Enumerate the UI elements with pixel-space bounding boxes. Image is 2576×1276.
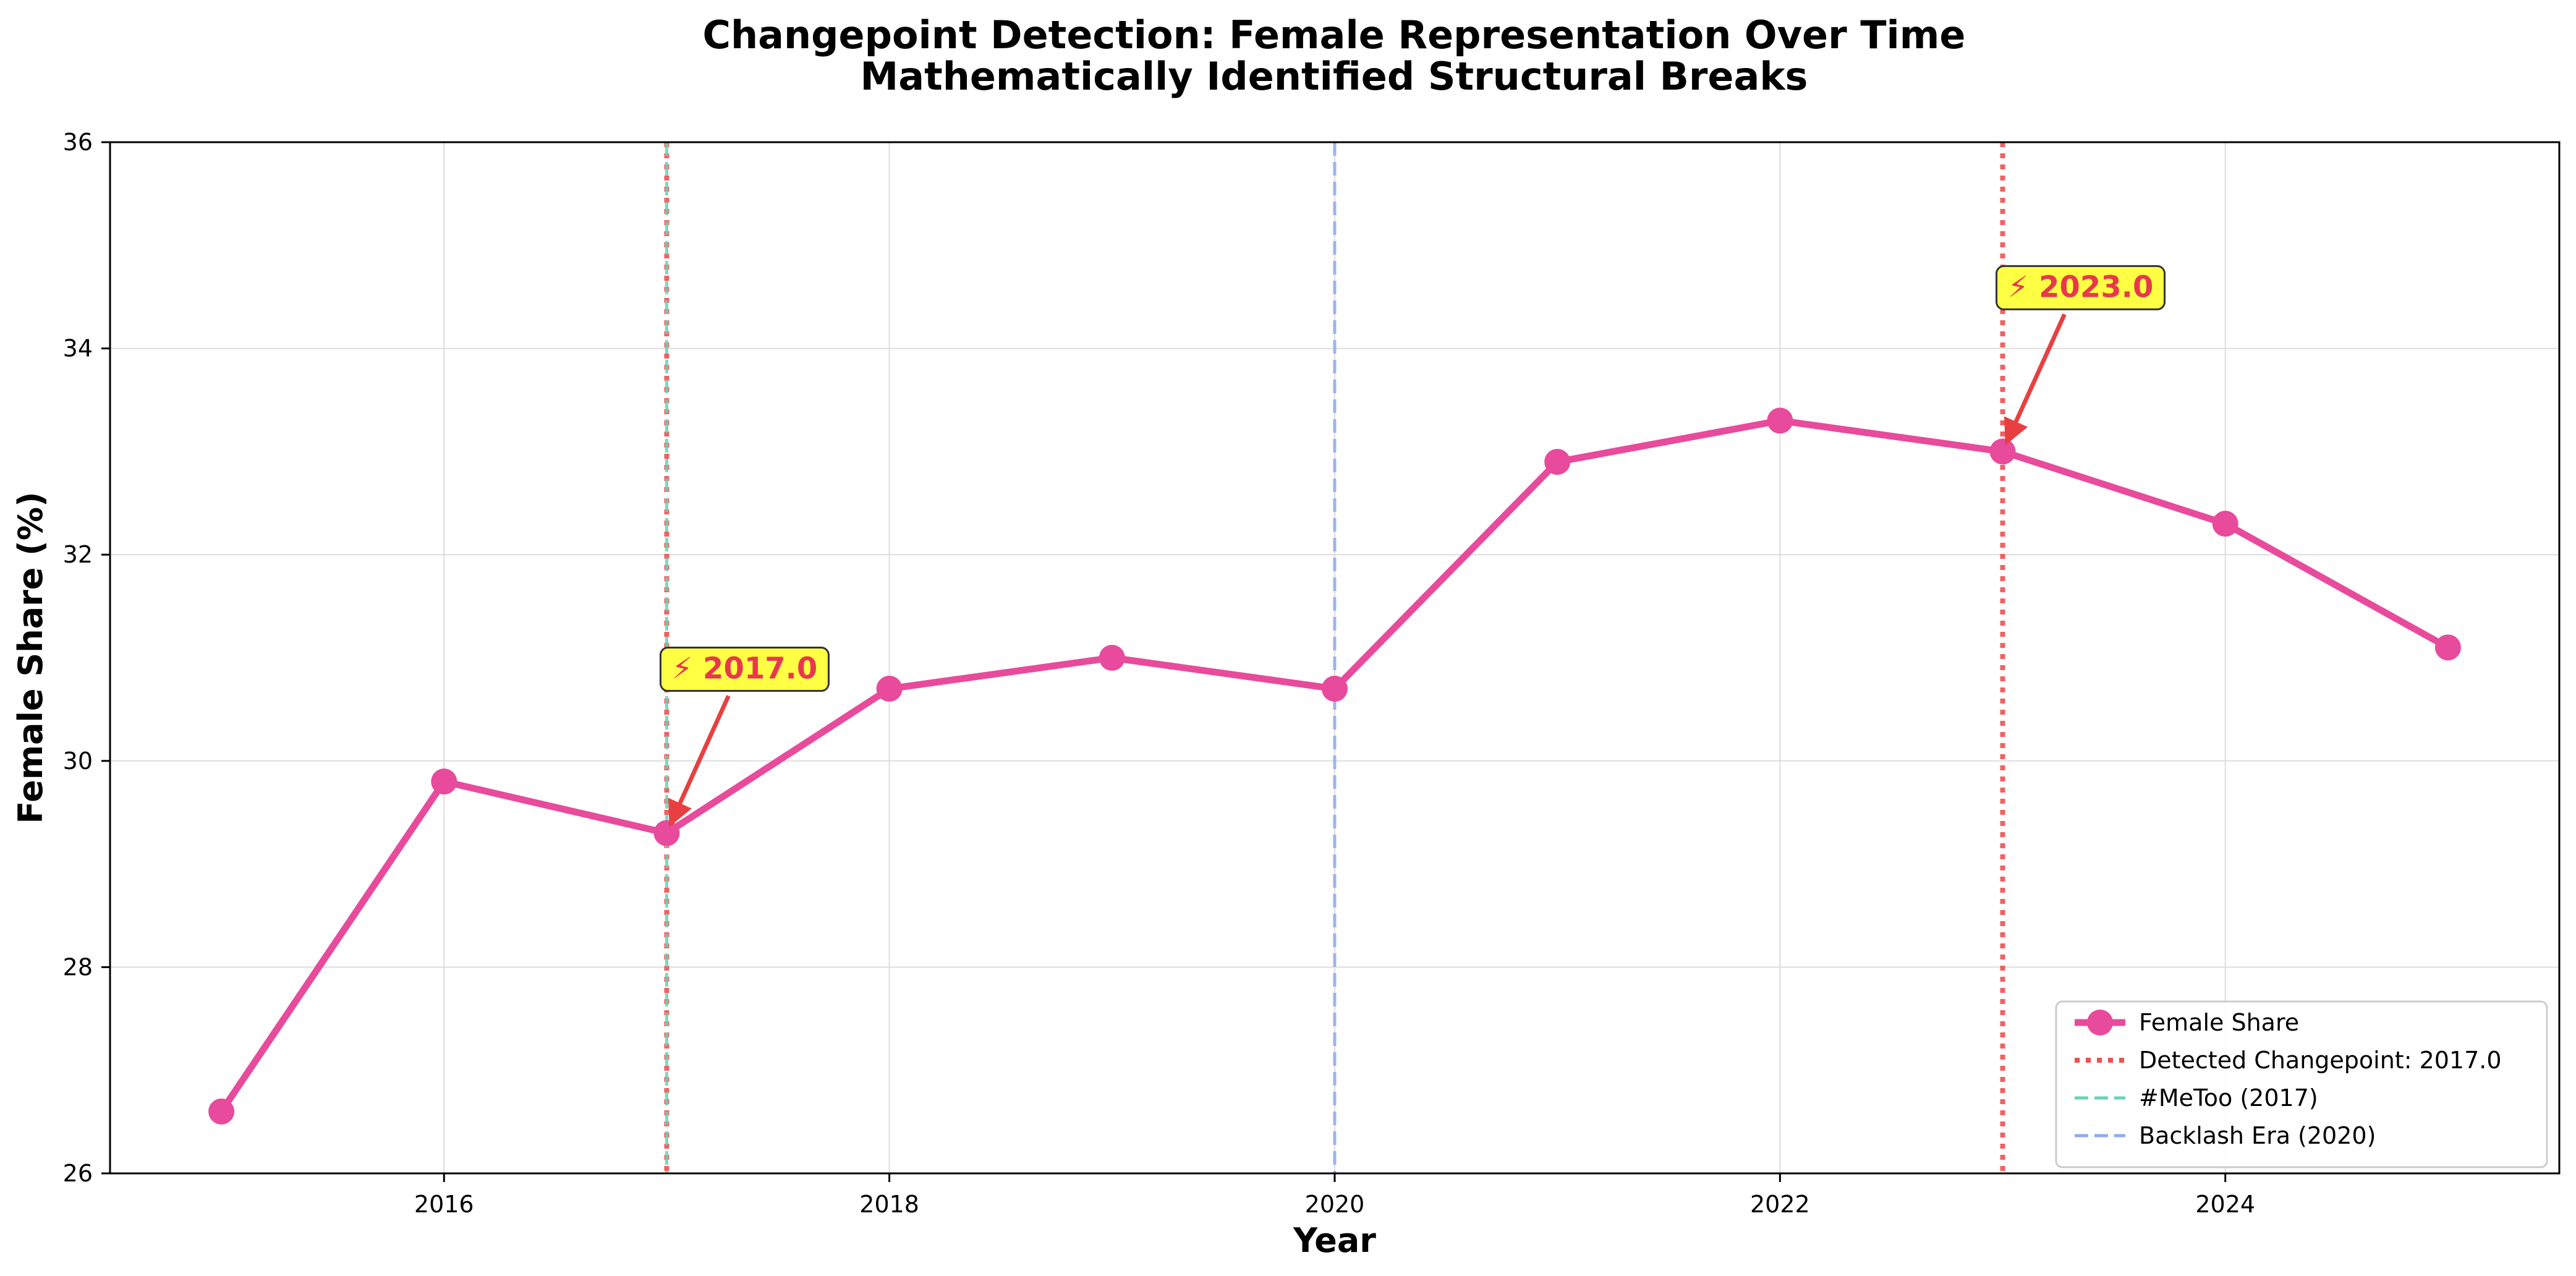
legend-label: Female Share: [2139, 1009, 2299, 1036]
annotations: ⚡ 2017.0 ⚡ 2023.0: [659, 265, 2166, 827]
data-point: [1322, 676, 1348, 702]
data-point: [876, 676, 903, 702]
legend: Female Share Detected Changepoint: 2017.0…: [2055, 1000, 2548, 1168]
legend-label: Backlash Era (2020): [2139, 1122, 2376, 1149]
legend-swatch-marker: [2087, 1010, 2113, 1036]
y-tick-label: 30: [63, 747, 93, 775]
series: [208, 407, 2461, 1125]
annotation-arrow: [668, 695, 731, 827]
ticks: 2016 2018 2020 2022 2024 26 28 30 32 34 36: [63, 129, 2255, 1218]
x-tick-label: 2020: [1305, 1191, 1365, 1218]
data-point: [653, 820, 680, 846]
y-tick-label: 32: [63, 541, 93, 568]
x-axis-label: Year: [1293, 1221, 1376, 1260]
y-tick-label: 36: [63, 129, 93, 156]
data-point: [208, 1098, 235, 1125]
x-tick-label: 2024: [2195, 1191, 2255, 1218]
data-point: [2434, 634, 2461, 661]
y-tick-label: 28: [63, 953, 93, 980]
chart-title: Changepoint Detection: Female Representa…: [703, 12, 1966, 57]
y-tick-label: 34: [63, 335, 93, 362]
data-point: [2212, 511, 2238, 537]
data-point: [1544, 449, 1571, 475]
y-tick-label: 26: [63, 1160, 93, 1187]
data-point: [1767, 407, 1793, 434]
legend-label: #MeToo (2017): [2139, 1084, 2318, 1112]
x-tick-label: 2022: [1750, 1191, 1810, 1218]
annotation-box: [659, 647, 830, 692]
y-axis-label: Female Share (%): [11, 491, 50, 823]
chart-subtitle: Mathematically Identified Structural Bre…: [861, 54, 1808, 99]
legend-label: Detected Changepoint: 2017.0: [2139, 1047, 2502, 1074]
annotation-arrow: [2004, 313, 2067, 446]
x-tick-label: 2018: [859, 1191, 919, 1218]
annotation-label: ⚡ 2017.0: [672, 652, 818, 686]
data-point: [1099, 645, 1125, 671]
x-tick-label: 2016: [414, 1191, 474, 1218]
data-point: [1989, 438, 2016, 465]
data-point: [431, 768, 457, 795]
annotation-box: [1996, 265, 2166, 310]
annotation-label: ⚡ 2023.0: [2008, 270, 2154, 304]
legend-box: [2055, 1000, 2548, 1168]
